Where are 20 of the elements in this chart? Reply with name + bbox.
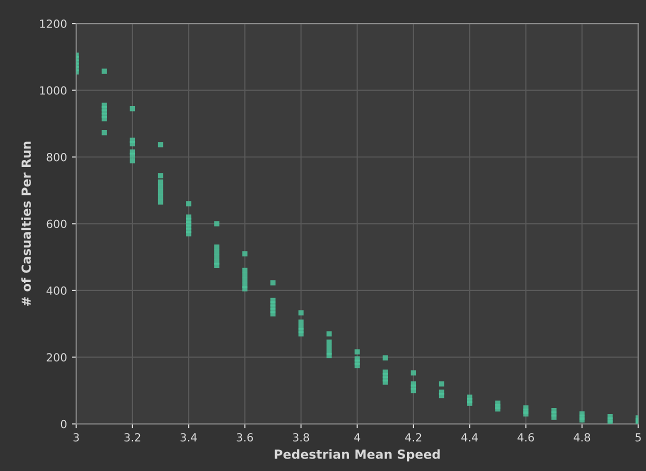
x-tick-label: 4.4 [461, 433, 478, 442]
x-tick-label: 4 [354, 433, 360, 442]
y-tick-label: 200 [46, 353, 66, 362]
x-axis-title: Pedestrian Mean Speed [274, 449, 440, 462]
x-tick-label: 4.8 [574, 433, 590, 442]
x-tick-label: 4.2 [405, 433, 422, 442]
x-tick-label: 4.6 [518, 433, 534, 442]
x-tick-label: 3 [74, 433, 79, 442]
y-axis-title: # of Casualties Per Run [21, 142, 31, 306]
x-tick-label: 3.4 [180, 433, 197, 442]
x-tick-label: 5 [636, 433, 641, 442]
x-tick-label: 3.8 [293, 433, 310, 442]
x-tick-label: 3.6 [236, 433, 253, 442]
y-tick-label: 0 [60, 420, 66, 428]
y-tick-label: 1000 [40, 86, 66, 95]
y-tick-label: 400 [46, 286, 66, 295]
y-tick-label: 1200 [40, 20, 66, 28]
y-tick-label: 600 [46, 220, 66, 228]
x-tick-label: 3.2 [124, 433, 140, 442]
y-tick-label: 800 [46, 152, 66, 162]
